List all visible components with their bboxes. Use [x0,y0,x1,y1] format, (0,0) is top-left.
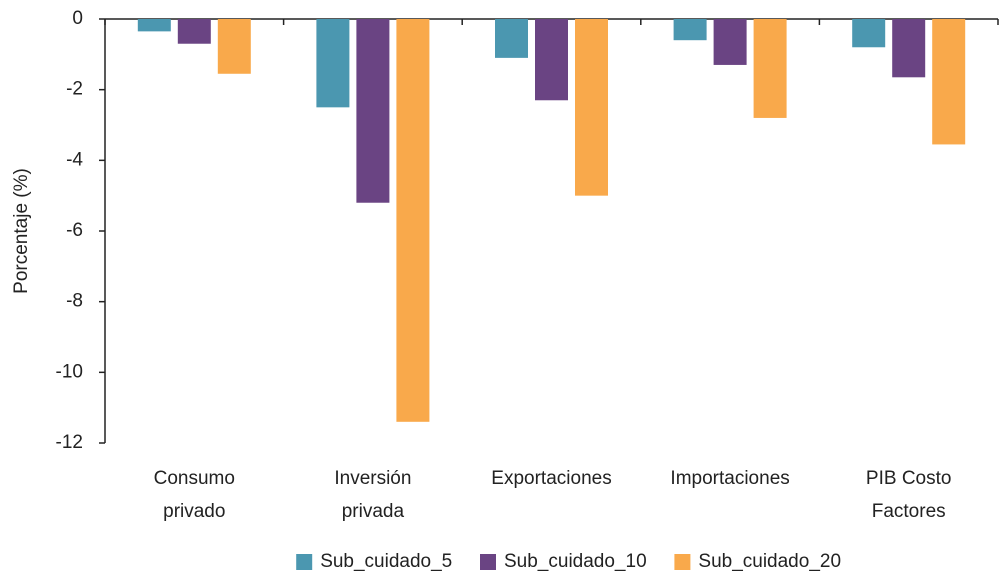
y-tick-label: -12 [56,432,83,453]
bar [316,19,350,108]
x-tick-label: privada [342,501,405,522]
x-tick-label: Inversión [334,468,411,489]
bar [495,19,528,58]
y-axis-label: Porcentaje (%) [11,168,32,294]
y-tick-label: -6 [66,220,83,241]
bar [217,19,251,74]
bar [575,19,608,196]
bar [396,19,430,422]
legend-swatch [674,554,691,570]
legend-label: Sub_cuidado_5 [320,551,452,572]
bar [673,19,707,41]
bar [535,19,568,101]
bar [932,19,966,145]
bar [177,19,211,44]
y-tick-label: 0 [72,8,83,29]
x-tick-label: Consumo [154,468,235,489]
y-tick-label: -10 [56,361,83,382]
legend-swatch [296,554,313,570]
x-tick-label: Importaciones [670,468,789,489]
bar [713,19,747,65]
legend-swatch [480,554,496,570]
legend-label: Sub_cuidado_20 [698,551,841,572]
legend-label: Sub_cuidado_10 [504,551,647,572]
x-tick-label: privado [163,501,225,522]
x-tick-label: PIB Costo [866,468,952,489]
x-tick-label: Factores [872,501,946,522]
bar [892,19,926,78]
y-tick-label: -8 [66,291,83,312]
y-tick-label: -4 [66,149,83,170]
x-tick-label: Exportaciones [491,468,611,489]
y-tick-label: -2 [66,79,83,100]
bar [852,19,886,48]
bar [137,19,171,32]
bar [356,19,390,203]
bar [753,19,787,118]
